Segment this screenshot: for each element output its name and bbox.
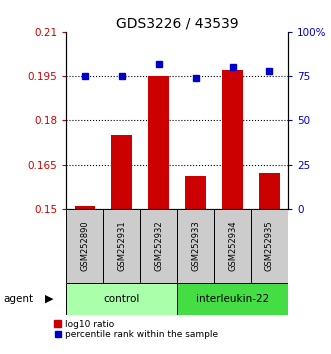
Bar [66,283,177,315]
Text: ▶: ▶ [45,294,53,304]
Bar [74,206,95,209]
Bar [112,135,132,209]
Text: GSM252933: GSM252933 [191,221,200,272]
Legend: log10 ratio, percentile rank within the sample: log10 ratio, percentile rank within the … [54,320,218,339]
Bar [251,209,288,283]
Text: control: control [104,294,140,304]
Bar [185,176,206,209]
Bar [66,209,103,283]
Text: GSM252935: GSM252935 [265,221,274,272]
Title: GDS3226 / 43539: GDS3226 / 43539 [116,17,238,31]
Bar [140,209,177,283]
Text: GSM252931: GSM252931 [117,221,126,272]
Bar [259,173,280,209]
Text: GSM252932: GSM252932 [154,221,163,272]
Bar [214,209,251,283]
Bar [148,76,169,209]
Text: agent: agent [3,294,33,304]
Text: interleukin-22: interleukin-22 [196,294,269,304]
Bar [177,283,288,315]
Text: GSM252934: GSM252934 [228,221,237,272]
Bar [103,209,140,283]
Text: GSM252890: GSM252890 [80,221,89,272]
Bar [222,70,243,209]
Bar [177,209,214,283]
